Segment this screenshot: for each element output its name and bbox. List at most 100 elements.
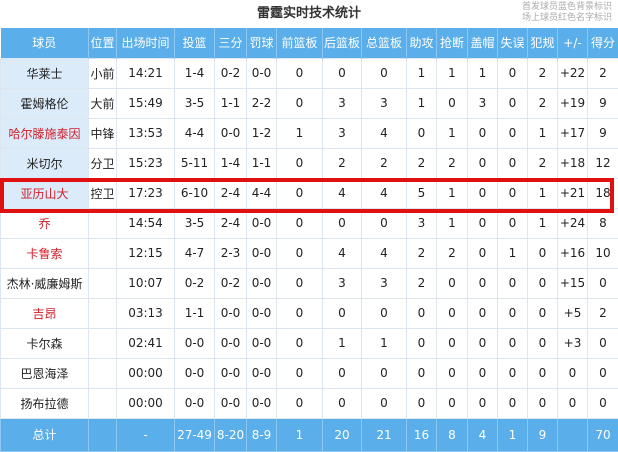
stat-cell: +15 xyxy=(558,268,588,298)
stat-cell: 4-4 xyxy=(175,118,215,148)
stat-cell: 8 xyxy=(588,208,618,238)
stat-cell: 0 xyxy=(437,328,468,358)
stat-cell: 4-7 xyxy=(175,238,215,268)
stat-cell: 0 xyxy=(323,298,362,328)
stat-cell: 10 xyxy=(588,238,618,268)
stat-cell: 2 xyxy=(362,148,407,178)
stat-cell: 0-0 xyxy=(247,358,277,388)
stat-cell: 3 xyxy=(407,208,437,238)
stat-cell: 2 xyxy=(407,238,437,268)
column-header: 盖帽 xyxy=(468,28,498,58)
stat-cell: 0-0 xyxy=(215,328,247,358)
total-cell xyxy=(558,418,588,451)
stat-cell: 0 xyxy=(528,328,558,358)
stat-cell: +17 xyxy=(558,118,588,148)
stat-cell: 0 xyxy=(323,388,362,418)
stat-cell: 4 xyxy=(362,118,407,148)
stat-cell: 0 xyxy=(468,388,498,418)
stat-cell: 0 xyxy=(277,388,323,418)
player-name: 卡鲁索 xyxy=(1,238,89,268)
stat-cell: 14:21 xyxy=(117,58,175,88)
stat-cell: 3 xyxy=(468,88,498,118)
stat-cell: 0 xyxy=(498,178,528,208)
player-name: 华莱士 xyxy=(1,58,89,88)
player-name: 哈尔滕施泰因 xyxy=(1,118,89,148)
stat-cell: 4 xyxy=(323,238,362,268)
total-cell: 21 xyxy=(362,418,407,451)
stat-cell: 0 xyxy=(468,208,498,238)
stat-cell: 控卫 xyxy=(89,178,117,208)
stat-cell: +5 xyxy=(558,298,588,328)
stat-cell: 0 xyxy=(437,268,468,298)
stat-cell: 0 xyxy=(362,298,407,328)
stat-cell: 3-5 xyxy=(175,88,215,118)
column-header: 投篮 xyxy=(175,28,215,58)
stat-cell: 0 xyxy=(437,88,468,118)
stat-cell: 0 xyxy=(437,298,468,328)
stat-cell: 2 xyxy=(323,148,362,178)
stat-cell: 0 xyxy=(588,388,618,418)
stat-cell: 0 xyxy=(498,388,528,418)
stat-cell: 2 xyxy=(528,148,558,178)
player-name: 巴恩海泽 xyxy=(1,358,89,388)
stat-cell: 02:41 xyxy=(117,328,175,358)
stat-cell: 1-1 xyxy=(175,298,215,328)
legend-on-court: 场上球员红色名字标识 xyxy=(522,13,612,24)
stat-cell: 4 xyxy=(323,178,362,208)
header-row: 球员位置出场时间投篮三分罚球前篮板后篮板总篮板助攻抢断盖帽失误犯规+/-得分 xyxy=(1,28,618,58)
stat-cell: 2-2 xyxy=(247,88,277,118)
stat-cell: 4 xyxy=(362,238,407,268)
stat-cell: 2-4 xyxy=(215,208,247,238)
player-name: 卡尔森 xyxy=(1,328,89,358)
stat-cell: 1 xyxy=(468,58,498,88)
stat-cell: 4 xyxy=(362,178,407,208)
stat-cell xyxy=(89,268,117,298)
stat-cell: 1 xyxy=(437,208,468,238)
stat-cell: 15:49 xyxy=(117,88,175,118)
box-score-table: 球员位置出场时间投篮三分罚球前篮板后篮板总篮板助攻抢断盖帽失误犯规+/-得分 华… xyxy=(0,28,618,452)
total-cell: 9 xyxy=(528,418,558,451)
stat-cell: 0 xyxy=(588,268,618,298)
stat-cell: 0 xyxy=(277,238,323,268)
stat-cell: 0 xyxy=(468,268,498,298)
column-header: 后篮板 xyxy=(323,28,362,58)
stat-cell: +3 xyxy=(558,328,588,358)
stat-cell: 0 xyxy=(468,118,498,148)
stat-cell: 0 xyxy=(277,208,323,238)
stat-cell: 0 xyxy=(528,268,558,298)
stat-cell: 0 xyxy=(362,58,407,88)
stat-cell: +18 xyxy=(558,148,588,178)
stat-cell: 2 xyxy=(407,148,437,178)
column-header: 位置 xyxy=(89,28,117,58)
stat-cell: 0 xyxy=(498,88,528,118)
total-cell xyxy=(89,418,117,451)
total-cell: 总计 xyxy=(1,418,89,451)
stat-cell: 0-0 xyxy=(215,388,247,418)
stat-cell: 0-2 xyxy=(175,268,215,298)
stat-cell: 0 xyxy=(468,328,498,358)
stat-cell: 12:15 xyxy=(117,238,175,268)
stat-cell: 0 xyxy=(323,358,362,388)
total-cell: 8 xyxy=(437,418,468,451)
stat-cell: 1 xyxy=(498,238,528,268)
player-name: 亚历山大 xyxy=(1,178,89,208)
stat-cell: 0 xyxy=(498,298,528,328)
stat-cell: 1 xyxy=(437,178,468,208)
stat-cell: 0 xyxy=(277,328,323,358)
stat-cell: 0 xyxy=(362,358,407,388)
stat-cell: 03:13 xyxy=(117,298,175,328)
total-cell: 8-20 xyxy=(215,418,247,451)
player-name: 乔 xyxy=(1,208,89,238)
column-header: 出场时间 xyxy=(117,28,175,58)
stat-cell: 0-0 xyxy=(247,388,277,418)
stat-cell: 0 xyxy=(498,58,528,88)
stat-cell: 0 xyxy=(588,358,618,388)
stat-cell: 分卫 xyxy=(89,148,117,178)
stat-cell: 0 xyxy=(277,178,323,208)
